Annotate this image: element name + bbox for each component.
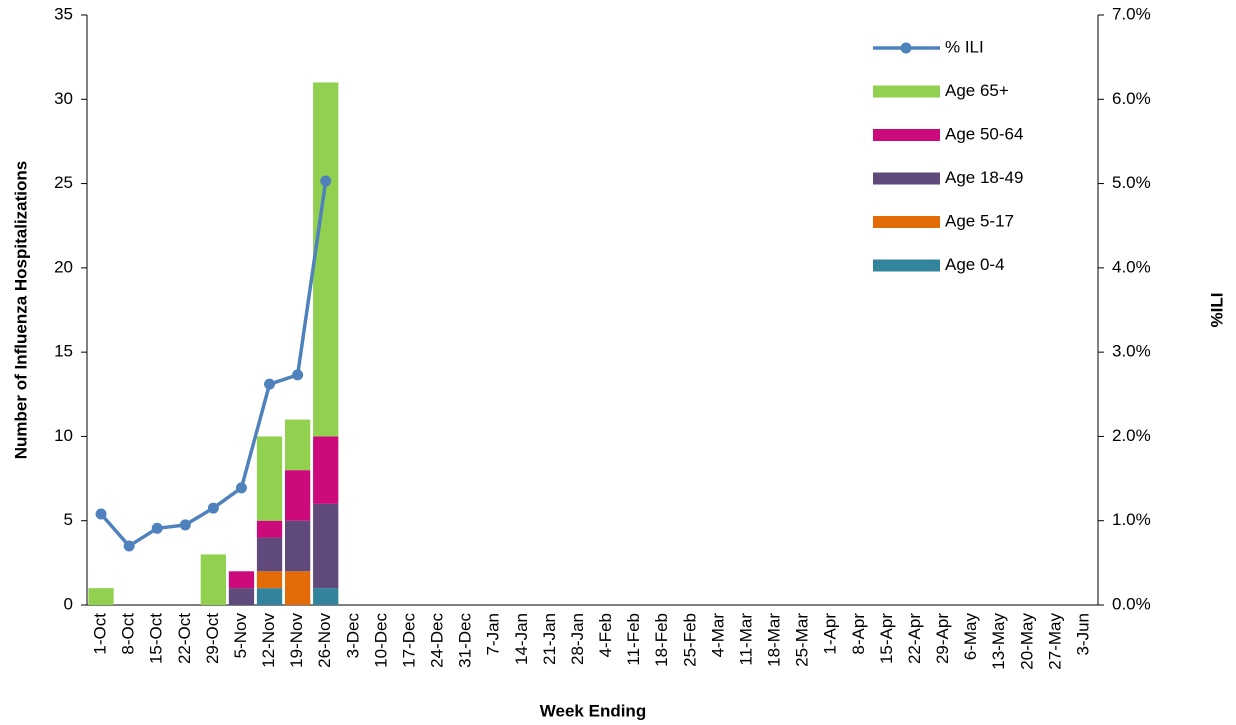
- legend-label: Age 0-4: [945, 255, 1005, 274]
- y2-tick-label: 7.0%: [1112, 4, 1151, 23]
- x-tick-label: 27-May: [1045, 613, 1064, 670]
- y-tick-label: 20: [54, 257, 73, 276]
- legend-label: Age 65+: [945, 81, 1009, 100]
- x-tick-label: 26-Nov: [315, 613, 334, 668]
- bar: [313, 503, 339, 589]
- legend-label: Age 5-17: [945, 211, 1014, 230]
- x-tick-label: 17-Dec: [399, 613, 418, 668]
- x-tick-label: 12-Nov: [259, 613, 278, 668]
- y2-tick-label: 3.0%: [1112, 342, 1151, 361]
- x-tick-label: 13-May: [989, 613, 1008, 670]
- x-tick-label: 7-Jan: [484, 613, 503, 656]
- bar: [256, 436, 283, 521]
- x-tick-label: 1-Oct: [91, 613, 110, 655]
- legend-label: Age 50-64: [945, 124, 1023, 143]
- y2-axis-title: %ILI: [1207, 293, 1226, 328]
- x-tick-label: 4-Mar: [708, 613, 727, 658]
- bar: [88, 588, 114, 605]
- y-tick-label: 30: [54, 89, 73, 108]
- legend-label: % ILI: [945, 37, 984, 56]
- bar: [284, 419, 311, 471]
- x-tick-label: 29-Oct: [203, 613, 222, 664]
- y-tick-label: 10: [54, 426, 73, 445]
- x-tick-label: 31-Dec: [456, 613, 475, 668]
- x-tick-label: 4-Feb: [596, 613, 615, 657]
- bar: [284, 520, 311, 572]
- y-axis-title: Number of Influenza Hospitalizations: [11, 161, 30, 459]
- bar: [256, 571, 283, 589]
- x-tick-label: 3-Jun: [1073, 613, 1092, 656]
- y-tick-label: 25: [54, 173, 73, 192]
- y-tick-label: 35: [54, 4, 73, 23]
- x-tick-label: 8-Apr: [849, 613, 868, 655]
- ili-point: [292, 369, 304, 381]
- x-tick-label: 15-Apr: [877, 613, 896, 664]
- x-tick-label: 3-Dec: [343, 613, 362, 659]
- legend-swatch: [873, 172, 940, 185]
- bar: [228, 588, 255, 605]
- x-tick-label: 11-Feb: [624, 613, 643, 666]
- bar: [313, 82, 339, 437]
- ili-point: [264, 378, 276, 390]
- y-tick-label: 0: [64, 594, 73, 613]
- y-tick-label: 5: [64, 510, 73, 529]
- bar: [228, 571, 255, 589]
- y2-tick-label: 2.0%: [1112, 426, 1151, 445]
- legend-swatch: [873, 259, 940, 272]
- x-tick-label: 22-Apr: [905, 613, 924, 664]
- ili-point: [123, 540, 135, 552]
- x-tick-label: 28-Jan: [568, 613, 587, 665]
- ili-point: [95, 508, 107, 520]
- y2-tick-label: 6.0%: [1112, 89, 1151, 108]
- y-tick-label: 15: [54, 342, 73, 361]
- x-tick-label: 29-Apr: [933, 613, 952, 664]
- bar: [284, 470, 311, 521]
- y2-tick-label: 4.0%: [1112, 257, 1151, 276]
- legend-label: Age 18-49: [945, 168, 1023, 187]
- bar: [200, 554, 227, 605]
- ili-point: [207, 502, 219, 514]
- x-tick-label: 1-Apr: [821, 613, 840, 655]
- bar: [313, 588, 339, 605]
- x-tick-label: 25-Feb: [680, 613, 699, 667]
- x-tick-label: 11-Mar: [736, 613, 755, 666]
- x-tick-label: 20-May: [1017, 613, 1036, 670]
- ili-point: [179, 519, 191, 531]
- bar: [256, 588, 283, 605]
- x-tick-label: 25-Mar: [793, 613, 812, 667]
- legend-swatch: [873, 129, 940, 141]
- bar: [256, 537, 283, 572]
- x-tick-label: 21-Jan: [540, 613, 559, 665]
- legend-swatch: [873, 85, 940, 98]
- y2-tick-label: 0.0%: [1112, 594, 1151, 613]
- x-tick-label: 14-Jan: [512, 613, 531, 665]
- x-tick-label: 6-May: [961, 613, 980, 661]
- legend-marker: [900, 42, 912, 54]
- x-tick-label: 18-Mar: [765, 613, 784, 667]
- x-tick-label: 10-Dec: [371, 613, 390, 668]
- x-axis-title: Week Ending: [540, 701, 646, 720]
- bar: [313, 436, 339, 504]
- x-tick-label: 24-Dec: [428, 613, 447, 668]
- ili-point: [235, 482, 247, 494]
- ili-point: [320, 175, 332, 187]
- x-tick-label: 15-Oct: [147, 613, 166, 664]
- x-tick-label: 18-Feb: [652, 613, 671, 667]
- x-tick-label: 5-Nov: [231, 613, 250, 659]
- y2-tick-label: 1.0%: [1112, 510, 1151, 529]
- bar: [256, 520, 283, 538]
- y2-tick-label: 5.0%: [1112, 173, 1151, 192]
- x-tick-label: 19-Nov: [287, 613, 306, 668]
- x-tick-label: 22-Oct: [175, 613, 194, 664]
- x-tick-label: 8-Oct: [119, 613, 138, 655]
- bar: [284, 571, 311, 605]
- ili-point: [151, 522, 163, 534]
- legend-swatch: [873, 216, 940, 228]
